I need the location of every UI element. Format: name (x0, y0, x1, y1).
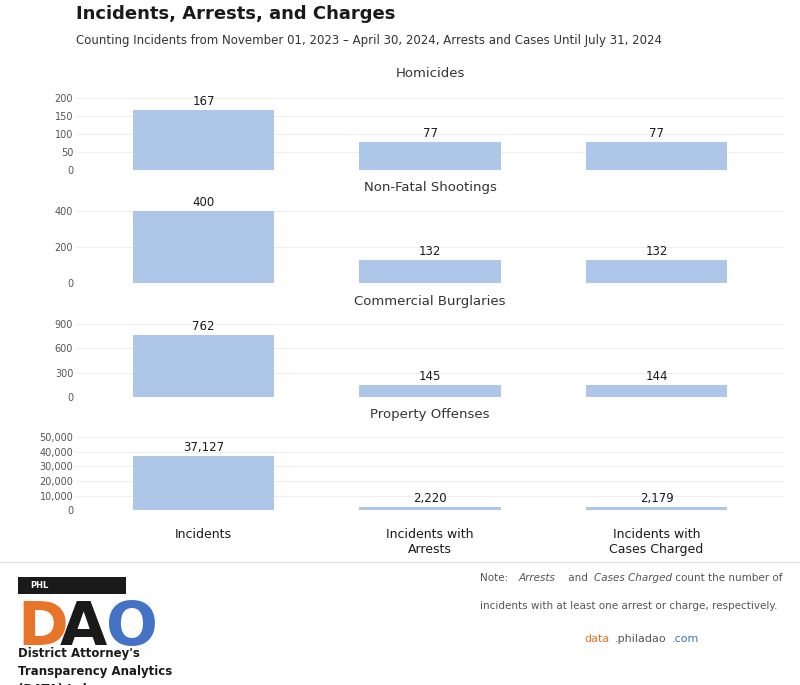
Text: Note:: Note: (480, 573, 511, 584)
Text: .com: .com (672, 634, 699, 645)
Bar (359, 260, 501, 284)
Text: A: A (60, 599, 107, 658)
Bar (586, 142, 727, 170)
Bar (133, 212, 274, 284)
Bar (133, 110, 274, 170)
Text: 77: 77 (649, 127, 664, 140)
Bar (586, 508, 727, 510)
Bar (586, 260, 727, 284)
Text: 144: 144 (646, 370, 668, 383)
Text: 132: 132 (419, 245, 441, 258)
Text: incidents with at least one arrest or charge, respectively.: incidents with at least one arrest or ch… (480, 601, 778, 611)
Text: 2,220: 2,220 (413, 493, 447, 505)
Text: D: D (18, 599, 69, 658)
Text: Incidents with
Cases Charged: Incidents with Cases Charged (610, 528, 704, 556)
Text: Arrests: Arrests (518, 573, 555, 584)
Bar (359, 385, 501, 397)
Text: 37,127: 37,127 (183, 441, 224, 454)
Text: 77: 77 (422, 127, 438, 140)
Text: District Attorney's
Transparency Analytics
(DATA) Lab: District Attorney's Transparency Analyti… (18, 647, 172, 685)
Text: 145: 145 (419, 370, 441, 383)
Text: and: and (565, 573, 591, 584)
Bar (133, 456, 274, 510)
Text: Non-Fatal Shootings: Non-Fatal Shootings (363, 181, 497, 194)
Bar (586, 385, 727, 397)
Text: Counting Incidents from November 01, 2023 – April 30, 2024, Arrests and Cases Un: Counting Incidents from November 01, 202… (76, 34, 662, 47)
Text: .philadao: .philadao (614, 634, 666, 645)
Bar (133, 335, 274, 397)
Text: 2,179: 2,179 (640, 493, 674, 506)
Text: 167: 167 (192, 95, 214, 108)
Text: Incidents with
Arrests: Incidents with Arrests (386, 528, 474, 556)
Text: PHL: PHL (30, 581, 49, 590)
Text: Cases Charged: Cases Charged (594, 573, 672, 584)
Text: Incidents: Incidents (175, 528, 232, 541)
Bar (359, 507, 501, 510)
Text: data: data (584, 634, 610, 645)
Bar (359, 142, 501, 170)
Text: 762: 762 (192, 321, 214, 334)
Text: count the number of: count the number of (672, 573, 782, 584)
Text: Property Offenses: Property Offenses (370, 408, 490, 421)
Text: Commercial Burglaries: Commercial Burglaries (354, 295, 506, 308)
Text: O: O (106, 599, 158, 658)
Text: Incidents, Arrests, and Charges: Incidents, Arrests, and Charges (76, 5, 395, 23)
Text: Homicides: Homicides (395, 68, 465, 80)
Text: 400: 400 (192, 197, 214, 210)
Text: 132: 132 (646, 245, 668, 258)
